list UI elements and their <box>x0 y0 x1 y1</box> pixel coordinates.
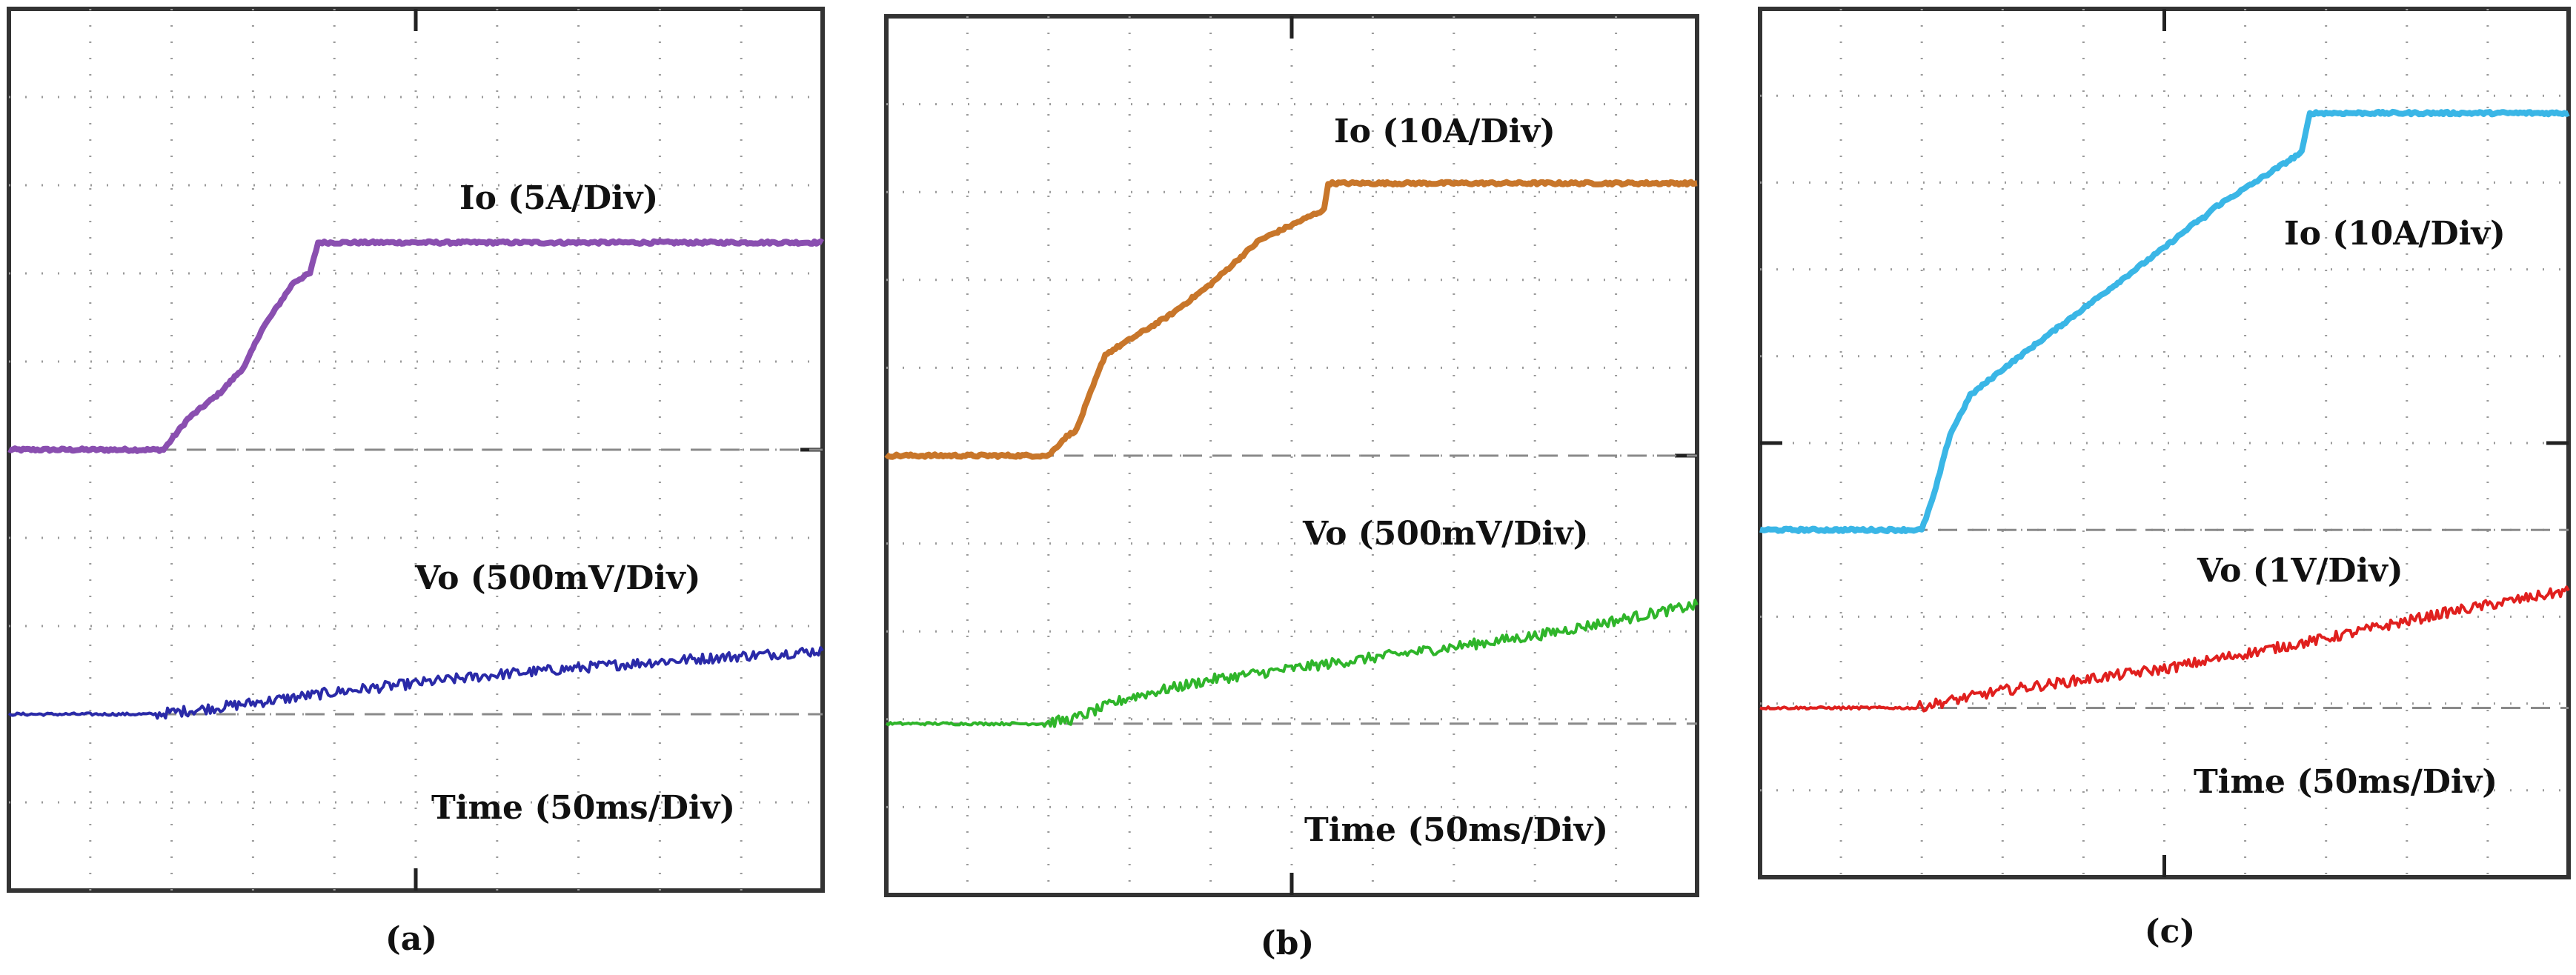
panel-a-io-label: Io (5A/Div) <box>459 179 658 217</box>
panel-a-caption: (a) <box>385 920 437 958</box>
panel-b-vo-label: Vo (500mV/Div) <box>1302 515 1588 553</box>
panel-c-io-label: Io (10A/Div) <box>2284 215 2506 253</box>
panel-c-vo-trace <box>1759 585 2570 713</box>
panel-b-caption: (b) <box>1261 925 1314 962</box>
panel-c-vo-label: Vo (1V/Div) <box>2197 552 2403 590</box>
panel-b-io-trace <box>884 179 1699 460</box>
panel-a-time-label: Time (50ms/Div) <box>431 789 735 827</box>
panel-a-vo-label: Vo (500mV/Div) <box>414 559 700 597</box>
panel-c-io-trace <box>1759 108 2570 534</box>
panel-a: Io (5A/Div) Vo (500mV/Div) Time (50ms/Di… <box>7 7 825 958</box>
panel-a-io-trace <box>7 238 825 454</box>
panel-c: Io (10A/Div) Vo (1V/Div) Time (50ms/Div)… <box>1758 7 2571 951</box>
panel-b: Io (10A/Div) Vo (500mV/Div) Time (50ms/D… <box>884 14 1699 962</box>
panel-c-time-label: Time (50ms/Div) <box>2194 763 2497 801</box>
panel-c-caption: (c) <box>2145 913 2195 951</box>
panel-b-io-label: Io (10A/Div) <box>1334 113 1556 150</box>
panel-b-time-label: Time (50ms/Div) <box>1304 811 1608 849</box>
panel-b-vo-trace <box>885 599 1699 728</box>
panel-a-vo-trace <box>7 646 824 720</box>
panel-c-frame <box>1758 7 2571 879</box>
panel-c-grid <box>1760 9 2569 877</box>
